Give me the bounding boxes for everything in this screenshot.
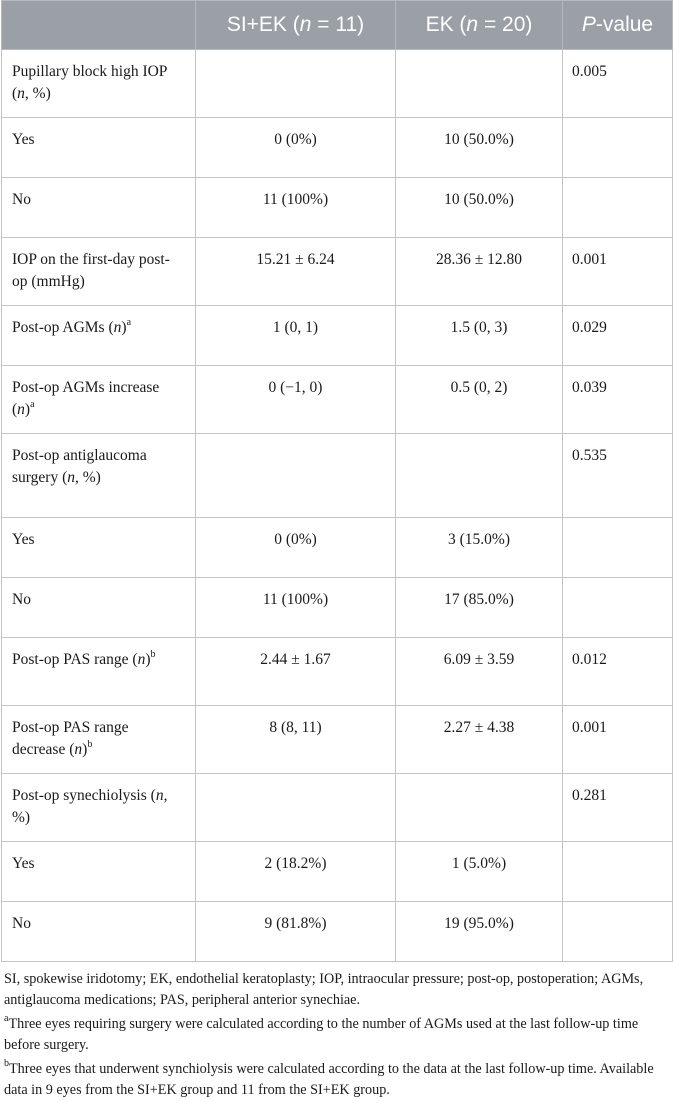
p-value (562, 577, 673, 638)
p-value (562, 117, 673, 178)
si-ek-value (195, 773, 396, 842)
si-ek-value: 1 (0, 1) (195, 305, 396, 366)
p-value: 0.012 (562, 637, 673, 706)
table-row: IOP on the first-day post-op (mmHg) 15.21… (1, 237, 673, 306)
si-ek-value: 8 (8, 11) (195, 705, 396, 774)
p-value: 0.535 (562, 433, 673, 518)
si-ek-value (195, 433, 396, 518)
table-row: Post-op synechiolysis (n, %) 0.281 (1, 773, 673, 842)
p-value (562, 901, 673, 962)
ek-value: 0.5 (0, 2) (395, 365, 563, 434)
row-label: Yes (1, 841, 196, 902)
table-row: No 11 (100%) 17 (85.0%) (1, 577, 673, 638)
row-label: Post-op PAS range (n)b (1, 637, 196, 706)
p-value (562, 841, 673, 902)
row-label: Post-op AGMs (n)a (1, 305, 196, 366)
row-label: Post-op synechiolysis (n, %) (1, 773, 196, 842)
si-ek-value: 0 (−1, 0) (195, 365, 396, 434)
si-ek-value: 15.21 ± 6.24 (195, 237, 396, 306)
row-label: Yes (1, 517, 196, 578)
table-header-row: SI+EK (n = 11) EK (n = 20) P-value (1, 0, 673, 50)
table-row: No 9 (81.8%) 19 (95.0%) (1, 901, 673, 962)
table-row: Post-op AGMs (n)a 1 (0, 1) 1.5 (0, 3) 0.029 (1, 305, 673, 366)
table-row: Pupillary block high IOP (n, %) 0.005 (1, 49, 673, 118)
header-si-ek: SI+EK (n = 11) (195, 0, 396, 50)
ek-value: 2.27 ± 4.38 (395, 705, 563, 774)
table-row: Post-op AGMs increase (n)a 0 (−1, 0) 0.5 (… (1, 365, 673, 434)
row-label: No (1, 177, 196, 238)
table-row: Yes 2 (18.2%) 1 (5.0%) (1, 841, 673, 902)
header-p-value: P-value (562, 0, 673, 50)
p-value: 0.001 (562, 237, 673, 306)
si-ek-value: 0 (0%) (195, 117, 396, 178)
ek-value: 28.36 ± 12.80 (395, 237, 563, 306)
table-row: No 11 (100%) 10 (50.0%) (1, 177, 673, 238)
table-row: Post-op PAS range (n)b 2.44 ± 1.67 6.09 ± … (1, 637, 673, 706)
p-value (562, 517, 673, 578)
si-ek-value: 2 (18.2%) (195, 841, 396, 902)
p-value: 0.281 (562, 773, 673, 842)
table-row: Post-op PAS range decrease (n)b 8 (8, 11)… (1, 705, 673, 774)
ek-value: 10 (50.0%) (395, 177, 563, 238)
row-label: No (1, 577, 196, 638)
footnote-a: aThree eyes requiring surgery were calcu… (4, 1013, 639, 1053)
header-ek: EK (n = 20) (395, 0, 563, 50)
p-value: 0.029 (562, 305, 673, 366)
p-value (562, 177, 673, 238)
p-value: 0.039 (562, 365, 673, 434)
ek-value: 6.09 ± 3.59 (395, 637, 563, 706)
footnote-b: bThree eyes that underwent synchiolysis … (4, 1058, 654, 1098)
row-label: Post-op antiglaucoma surgery (n, %) (1, 433, 196, 518)
row-label: No (1, 901, 196, 962)
ek-value: 1 (5.0%) (395, 841, 563, 902)
ek-value: 10 (50.0%) (395, 117, 563, 178)
row-label: Post-op PAS range decrease (n)b (1, 705, 196, 774)
si-ek-value (195, 49, 396, 118)
row-label: Yes (1, 117, 196, 178)
results-table: SI+EK (n = 11) EK (n = 20) P-value Pupil… (1, 0, 673, 962)
table-row: Yes 0 (0%) 10 (50.0%) (1, 117, 673, 178)
row-label: Pupillary block high IOP (n, %) (1, 49, 196, 118)
p-value: 0.001 (562, 705, 673, 774)
ek-value: 1.5 (0, 3) (395, 305, 563, 366)
si-ek-value: 9 (81.8%) (195, 901, 396, 962)
table-footnotes: SI, spokewise iridotomy; EK, endothelial… (0, 962, 673, 1101)
row-label: IOP on the first-day post-op (mmHg) (1, 237, 196, 306)
header-empty (1, 0, 196, 50)
ek-value: 3 (15.0%) (395, 517, 563, 578)
ek-value (395, 49, 563, 118)
ek-value (395, 773, 563, 842)
ek-value: 19 (95.0%) (395, 901, 563, 962)
abbreviations-note: SI, spokewise iridotomy; EK, endothelial… (4, 971, 644, 1008)
ek-value: 17 (85.0%) (395, 577, 563, 638)
p-value: 0.005 (562, 49, 673, 118)
ek-value (395, 433, 563, 518)
table-row: Post-op antiglaucoma surgery (n, %) 0.535 (1, 433, 673, 518)
si-ek-value: 11 (100%) (195, 577, 396, 638)
si-ek-value: 2.44 ± 1.67 (195, 637, 396, 706)
row-label: Post-op AGMs increase (n)a (1, 365, 196, 434)
table-row: Yes 0 (0%) 3 (15.0%) (1, 517, 673, 578)
si-ek-value: 11 (100%) (195, 177, 396, 238)
si-ek-value: 0 (0%) (195, 517, 396, 578)
